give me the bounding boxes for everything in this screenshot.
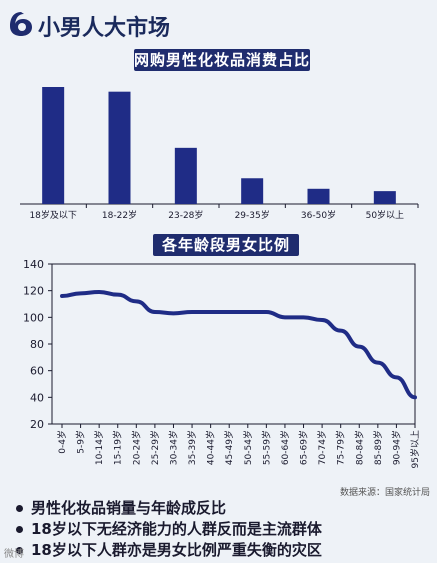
bar [241, 178, 264, 204]
line-y-tick-label: 120 [23, 285, 44, 298]
bullet-text: 男性化妆品销量与年龄成反比 [31, 499, 227, 517]
bullet-item: 18岁以下无经济能力的人群反而是主流群体 [16, 519, 431, 540]
line-x-tick-label: 50-54岁 [242, 430, 254, 465]
bullet-dot-icon [16, 547, 23, 554]
line-chart-title: 各年龄段男女比例 [153, 234, 299, 256]
line-x-tick-label: 60-64岁 [279, 430, 291, 465]
bar-x-tick-label: 36-50岁 [301, 209, 336, 221]
bar-x-tick-label: 50岁以上 [366, 209, 404, 221]
logo-icon [10, 12, 32, 36]
bar-chart-title: 网购男性化妆品消费占比 [134, 49, 311, 71]
line-x-tick-label: 20-24岁 [130, 430, 142, 465]
bullet-list: 男性化妆品销量与年龄成反比 18岁以下无经济能力的人群反而是主流群体 18岁以下… [16, 498, 431, 561]
bar [174, 147, 197, 204]
bar [307, 188, 330, 204]
bullet-item: 18岁以下人群亦是男女比例严重失衡的灾区 [16, 540, 431, 561]
source-note: 数据来源：国家统计局 [340, 488, 431, 498]
bar-x-tick-label: 29-35岁 [235, 209, 270, 221]
line-y-tick-label: 40 [30, 391, 44, 404]
bar [373, 191, 396, 204]
line-x-tick-label: 30-34岁 [167, 430, 179, 465]
line-x-tick-label: 10-14岁 [93, 430, 105, 465]
bullet-dot-icon [16, 505, 23, 512]
bar [42, 87, 65, 204]
line-y-tick-label: 140 [23, 258, 44, 271]
line-x-tick-label: 0-4岁 [56, 430, 68, 454]
line-x-tick-label: 55-59岁 [260, 430, 272, 465]
bar-x-tick-label: 23-28岁 [168, 209, 203, 221]
line-x-tick-label: 65-69岁 [298, 430, 310, 465]
line-x-tick-label: 45-49岁 [223, 430, 235, 465]
line-y-tick-label: 100 [23, 311, 44, 324]
bar-chart: 18岁及以下 18-22岁 23-28岁 29-35岁 36-50岁 50岁以上 [20, 87, 419, 221]
line-x-tick-label: 95岁以上 [409, 430, 421, 468]
line-plot-frame [51, 263, 416, 425]
header: 小男人大市场 [8, 6, 428, 42]
line-y-tick-label: 20 [30, 418, 44, 431]
line-x-tick-label: 40-44岁 [205, 430, 217, 465]
bullet-text: 18岁以下人群亦是男女比例严重失衡的灾区 [31, 541, 322, 559]
bullet-dot-icon [16, 526, 23, 533]
bullet-item: 男性化妆品销量与年龄成反比 [16, 498, 431, 519]
line-x-tick-label: 90-94岁 [390, 430, 402, 465]
bullet-text: 18岁以下无经济能力的人群反而是主流群体 [31, 520, 322, 538]
line-y-tick-label: 80 [30, 338, 44, 351]
line-x-tick-label: 15-19岁 [112, 430, 124, 465]
line-x-tick-label: 80-84岁 [353, 430, 365, 465]
bar-x-tick-label: 18岁及以下 [29, 209, 76, 221]
page-title: 小男人大市场 [38, 16, 171, 41]
series-line [60, 290, 417, 400]
line-x-tick-label: 85-89岁 [372, 430, 384, 465]
bar-x-tick-label: 18-22岁 [102, 209, 137, 221]
line-x-tick-label: 25-29岁 [149, 430, 161, 465]
watermark: 微博 [4, 549, 24, 560]
line-chart: 20 40 60 80 100 120 140 0-4岁 5-9岁 10-14岁 15-19岁 20-… [23, 258, 421, 468]
line-y-tick-label: 60 [30, 365, 44, 378]
line-x-tick-label: 70-74岁 [316, 430, 328, 465]
line-x-tick-label: 75-79岁 [335, 430, 347, 465]
line-x-tick-label: 35-39岁 [186, 430, 198, 465]
line-x-tick-label: 5-9岁 [75, 430, 87, 454]
bar [108, 91, 131, 204]
